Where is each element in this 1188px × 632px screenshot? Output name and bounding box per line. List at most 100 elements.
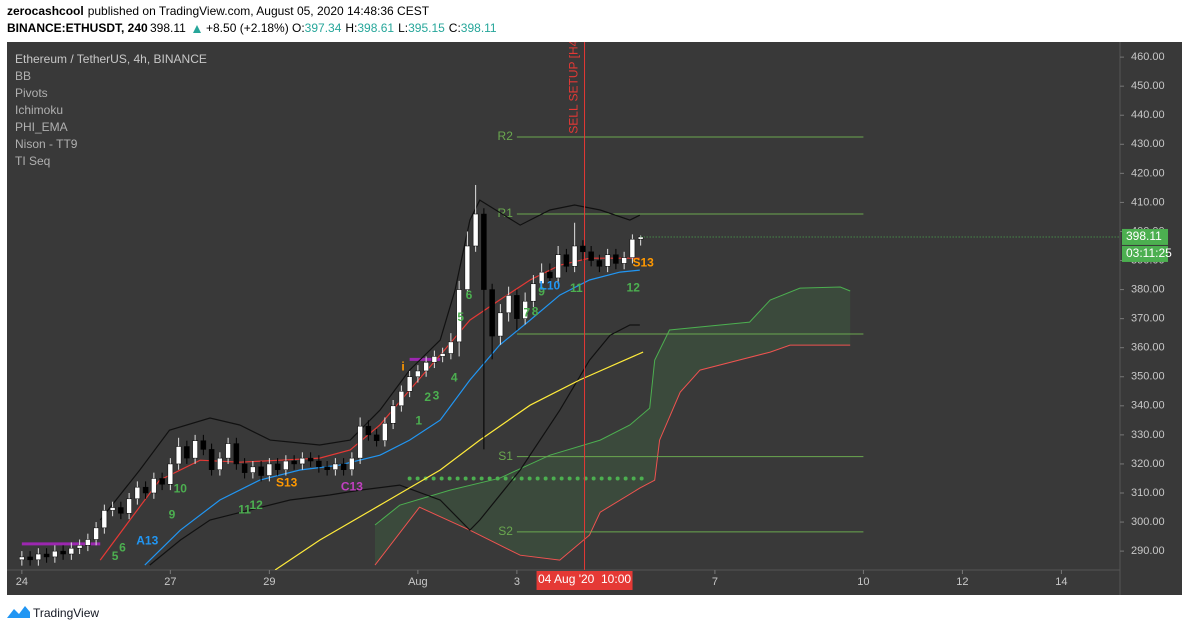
indicator-line: [144, 269, 640, 566]
indicator-line: [274, 351, 644, 570]
sequence-label: 2: [424, 390, 431, 404]
candle-body: [192, 440, 198, 459]
candle-body: [35, 553, 42, 561]
price: 398.11: [150, 21, 186, 35]
candle-body: [456, 289, 462, 343]
sequence-label: 12: [627, 280, 641, 294]
x-tick-label: 10: [857, 576, 869, 588]
candle-body: [159, 478, 165, 485]
price-tag: [1122, 228, 1168, 245]
y-tick-label: 330.00: [1131, 429, 1165, 441]
cloud-line: [374, 286, 851, 526]
candle-body: [27, 556, 33, 561]
y-tick-label: 460.00: [1131, 51, 1165, 63]
quote-value: 398.61: [357, 21, 394, 35]
candle-body: [217, 457, 223, 470]
sequence-label: 11: [570, 281, 583, 295]
x-tick-label: 14: [1055, 576, 1067, 588]
candle-body: [382, 423, 388, 441]
x-tick-label: Aug: [408, 576, 428, 588]
candle-body: [109, 507, 116, 511]
sequence-label: 11: [238, 502, 251, 516]
x-tick-label: 3: [514, 576, 520, 588]
candle-body: [357, 425, 363, 459]
y-tick-label: 350.00: [1131, 371, 1165, 383]
y-tick-label: 410.00: [1131, 196, 1165, 208]
price-tag-label: 398.11: [1126, 229, 1162, 243]
candle-body: [464, 245, 471, 290]
sequence-label: 4: [451, 370, 458, 384]
sequence-label: 9: [169, 507, 176, 521]
candle-body: [604, 254, 611, 267]
sequence-label: S13: [276, 475, 298, 489]
candle-body: [580, 245, 586, 253]
candle-body: [514, 295, 520, 319]
candle-body: [233, 443, 240, 465]
countdown-label: 03:11:25: [1126, 246, 1172, 260]
quote-label: L:: [398, 21, 408, 35]
candle-body: [398, 391, 405, 407]
sequence-label: S13: [632, 255, 654, 269]
chart-title: Ethereum / TetherUS, 4h, BINANCE: [15, 52, 207, 66]
candle-body: [555, 254, 561, 279]
time-tag: [536, 571, 633, 590]
author: zerocashcool: [7, 4, 84, 18]
candle-body: [390, 405, 396, 424]
candle-body: [505, 295, 512, 314]
candle-body: [497, 312, 504, 337]
study-label: TI Seq: [15, 154, 50, 168]
indicator-line: [99, 199, 641, 521]
quote-value: 395.15: [408, 21, 445, 35]
candle-body: [126, 498, 132, 514]
cloud-line: [374, 344, 851, 566]
indicator-line: [149, 324, 640, 566]
quote-label: O:: [292, 21, 305, 35]
overlay: Ethereum / TetherUS, 4h, BINANCE BB Pivots…: [15, 51, 1172, 590]
candle-body: [448, 341, 454, 354]
quote-label: C:: [449, 21, 461, 35]
time-tag-label: 04 Aug '20 10:00: [538, 572, 631, 586]
candle-body: [431, 356, 438, 363]
pivot-label: S2: [498, 524, 513, 538]
candle-body: [93, 527, 99, 540]
x-tick-label: 24: [16, 576, 28, 588]
candle-body: [571, 245, 578, 267]
candle-body: [307, 457, 314, 462]
published: published on TradingView.com, August 05,…: [88, 4, 430, 18]
pivot-label: R1: [498, 206, 514, 220]
candle-body: [85, 539, 91, 546]
y-tick-label: 430.00: [1131, 138, 1165, 150]
y-tick-label: 380.00: [1131, 283, 1165, 295]
candle-body: [184, 446, 190, 459]
candle-body: [332, 463, 339, 470]
candle-body: [274, 463, 281, 470]
y-tick-label: 340.00: [1131, 400, 1165, 412]
candle-body: [439, 353, 446, 357]
cloud-fill: [375, 287, 851, 566]
countdown-tag: [1122, 245, 1168, 262]
candle-body: [208, 449, 215, 470]
candle-body: [621, 257, 627, 264]
quote-line: BINANCE:ETHUSDT, 240 398.11 +8.50 (+2.18%)…: [7, 21, 497, 35]
sequence-label: 1: [415, 413, 422, 427]
sequence-label: 8: [532, 304, 539, 318]
candle-body: [68, 547, 75, 555]
chart-area: [7, 42, 1182, 595]
candle-body: [52, 550, 58, 558]
candle-body: [530, 283, 537, 302]
candle-body: [134, 486, 141, 500]
sequence-label: 5: [112, 549, 119, 563]
y-tick-label: 360.00: [1131, 342, 1165, 354]
candle-body: [101, 510, 108, 529]
y-tick-label: 370.00: [1131, 313, 1165, 325]
candle-body: [19, 556, 25, 561]
study-label: PHI_EMA: [15, 120, 68, 134]
candle-body: [415, 370, 421, 378]
candle-body: [613, 254, 619, 264]
pivot-label: R2: [498, 129, 514, 143]
y-tick-label: 450.00: [1131, 80, 1165, 92]
symbol: BINANCE:ETHUSDT, 240: [7, 21, 148, 35]
sequence-label: C13: [341, 479, 363, 493]
candle-body: [629, 238, 636, 258]
